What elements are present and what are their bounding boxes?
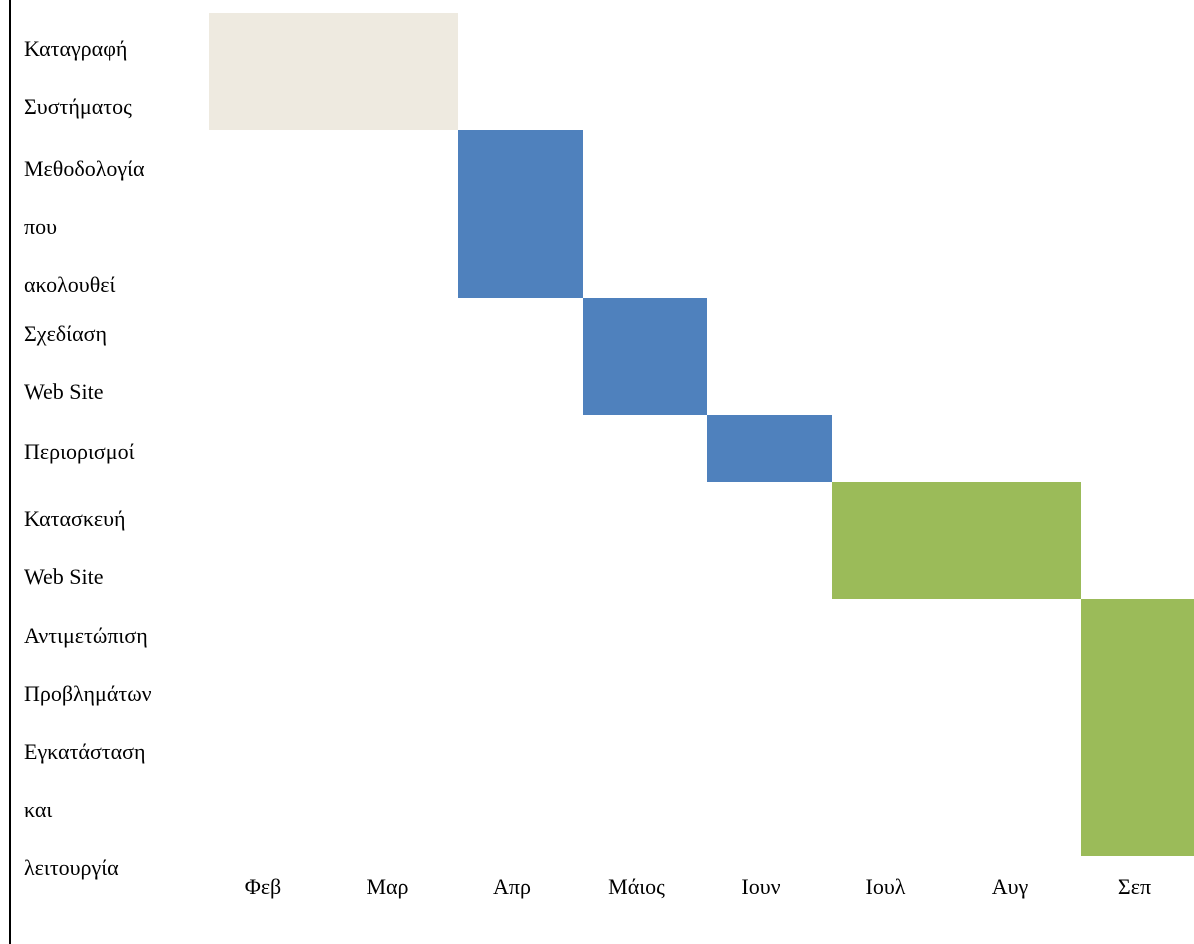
task-bar: [1080, 716, 1194, 856]
month-label: Αυγ: [991, 874, 1029, 899]
task-bar: [1080, 599, 1194, 716]
task-label: Αντιμετώπιση Προβλημάτων: [24, 623, 152, 706]
month-label: Μάιος: [608, 874, 665, 899]
month-label: Ιουν: [741, 874, 781, 899]
month-label: Απρ: [493, 874, 531, 899]
task-bar: [831, 482, 1081, 599]
task-label: Μεθοδολογία που ακολουθεί: [24, 156, 145, 297]
task-bar: [707, 415, 832, 482]
task-label: Καταγραφή Συστήματος: [24, 36, 132, 119]
task-label: Σχεδίαση Web Site: [24, 321, 107, 404]
task-bar: [458, 130, 583, 298]
month-label: Σεπ: [1117, 874, 1152, 899]
task-label: Περιορισμοί: [24, 439, 135, 464]
month-label: Ιουλ: [865, 874, 906, 899]
task-label: Κατασκευή Web Site: [24, 506, 126, 589]
month-label: Φεβ: [244, 874, 282, 899]
left-axis-line: [9, 0, 11, 944]
task-label: Εγκατάσταση και λειτουργία: [24, 739, 146, 880]
task-bar: [582, 298, 707, 415]
task-bar: [209, 13, 458, 130]
month-label: Μαρ: [366, 874, 409, 899]
